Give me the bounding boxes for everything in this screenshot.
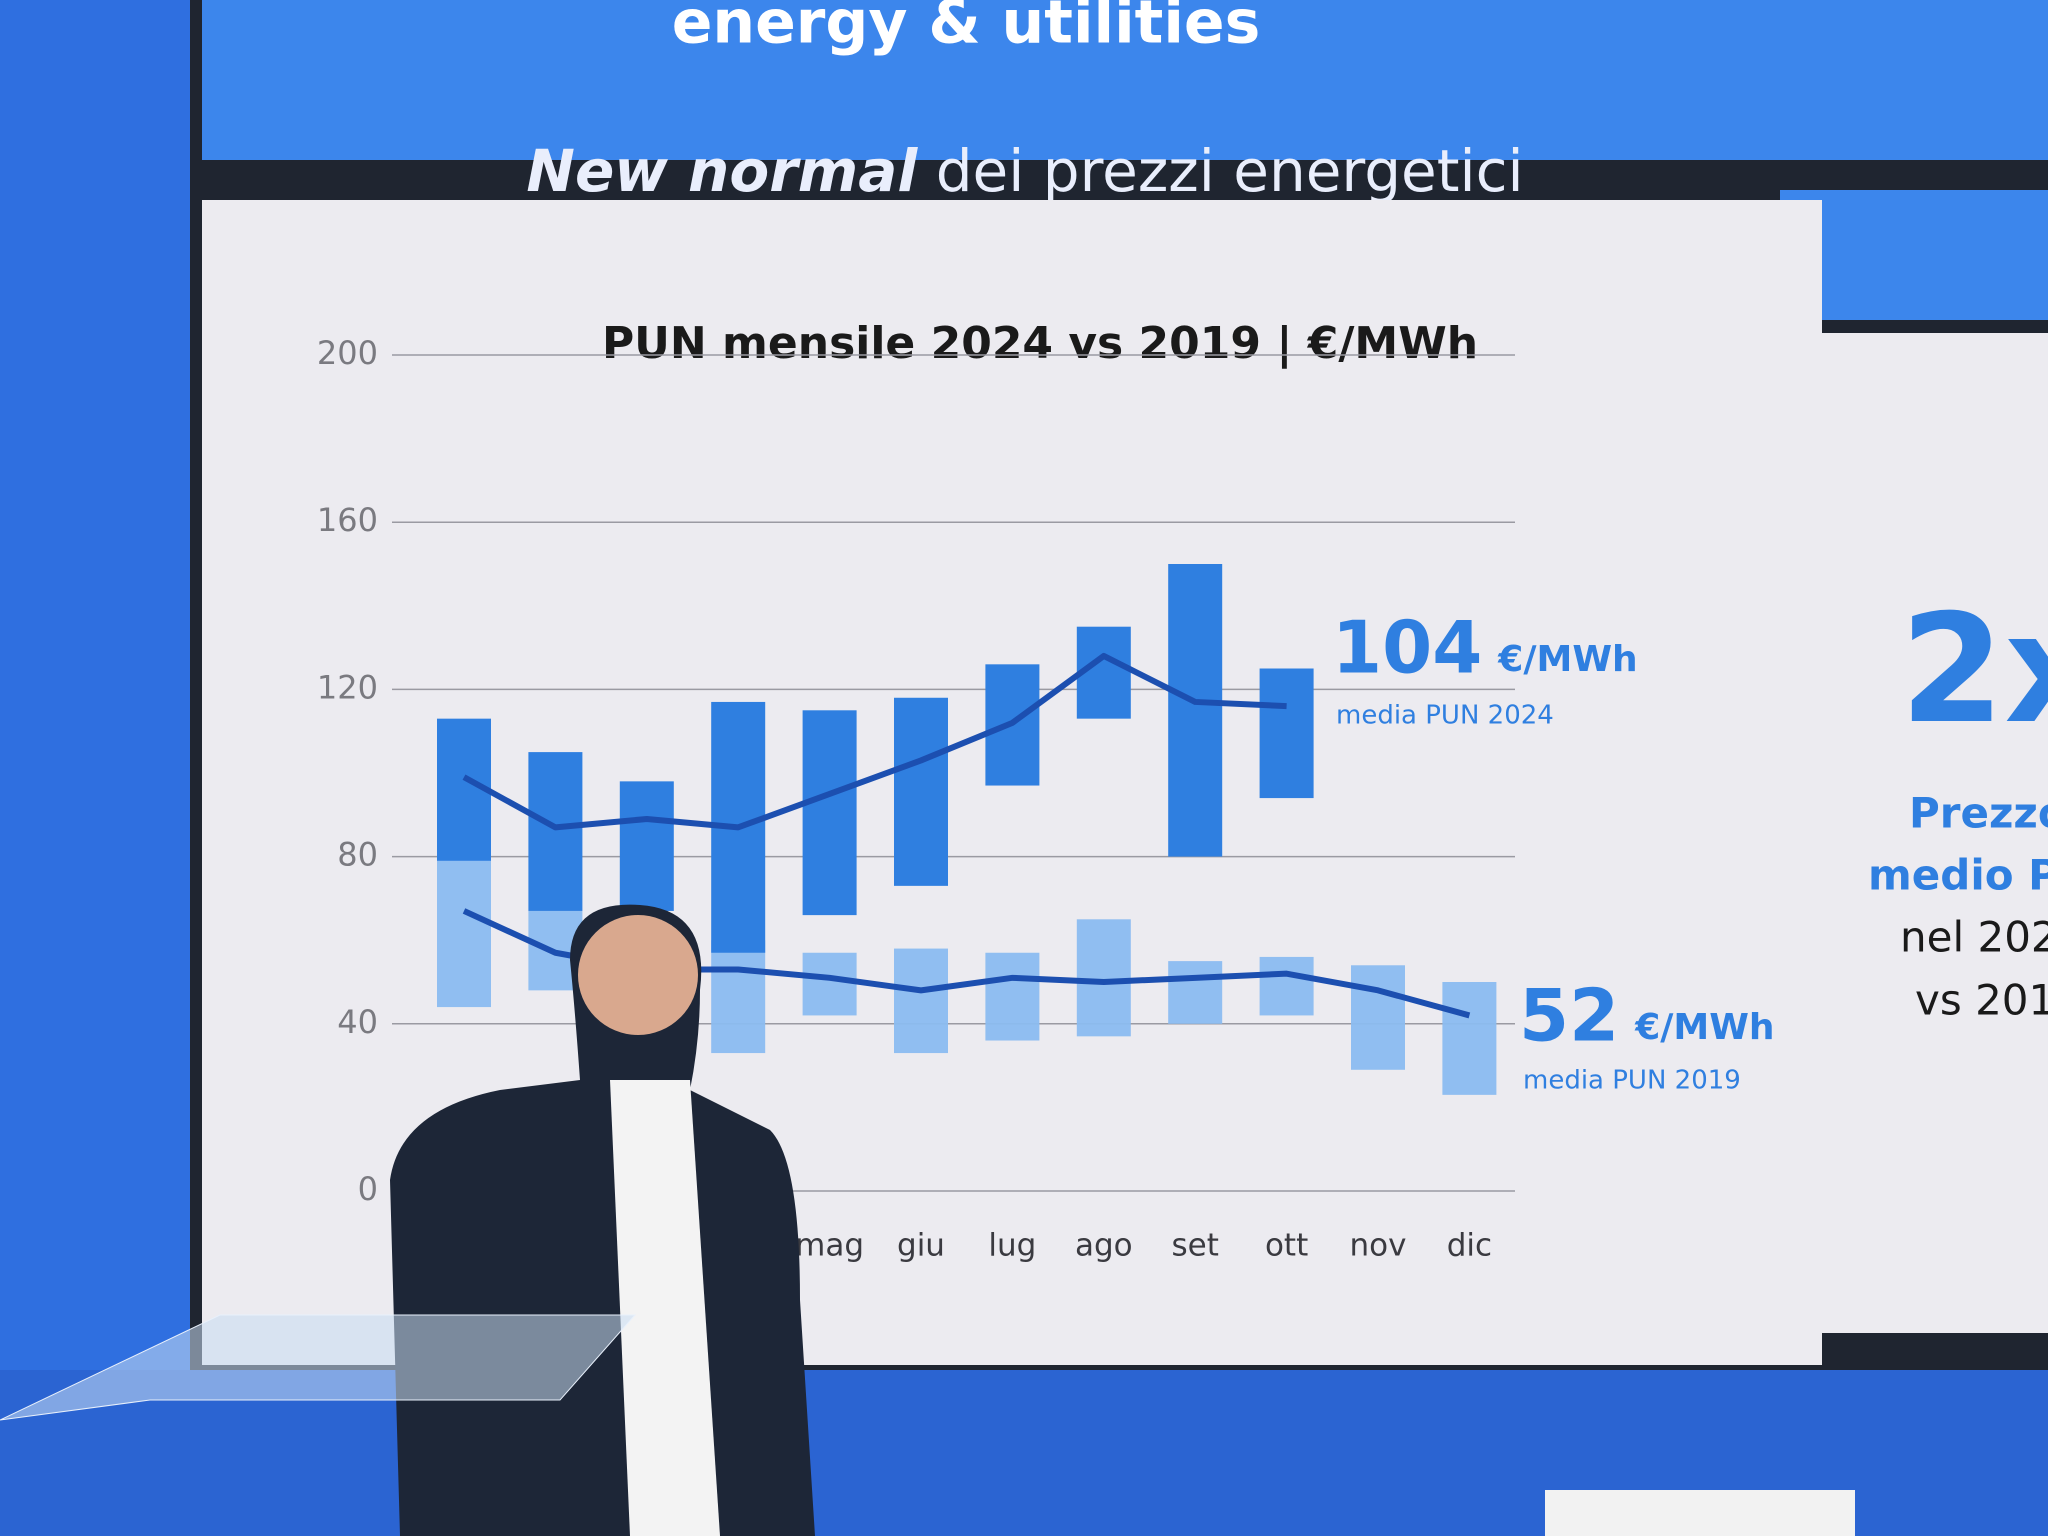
side-line: vs 2019 (1915, 976, 2048, 1025)
range-bar (619, 781, 674, 911)
side-header (1780, 190, 2048, 320)
x-tick-label: set (1172, 1228, 1219, 1264)
range-bar (802, 710, 857, 916)
lectern (0, 1314, 637, 1421)
slide-header: New normal dei prezzi energetici (526, 137, 1523, 205)
x-tick-label: dic (1447, 1228, 1492, 1264)
annotation-text: media PUN 2019 (1523, 1066, 1741, 1096)
range-bar (1259, 956, 1314, 1016)
annotation-value: 104 (1332, 606, 1482, 690)
annotation-unit: €/MWh (1497, 639, 1637, 680)
top-text: energy & utilities (672, 0, 1261, 58)
range-bar (711, 940, 766, 1054)
chart-title: PUN mensile 2024 vs 2019 | €/MWh (602, 318, 1478, 369)
range-bar (1168, 961, 1223, 1024)
side-line: Prezzo (1909, 789, 2048, 838)
chair (1545, 1490, 1855, 1536)
header-emphasis: New normal (526, 137, 918, 205)
annotation-unit: €/MWh (1634, 1007, 1774, 1048)
range-bar (1442, 982, 1497, 1095)
annotation-text: media PUN 2024 (1336, 701, 1554, 731)
range-bar (1168, 564, 1223, 857)
side-line: nel 202 (1900, 913, 2048, 962)
x-tick-label: lug (988, 1228, 1036, 1264)
range-bar (985, 952, 1040, 1041)
range-bar (894, 948, 948, 1054)
y-tick-label: 80 (337, 836, 378, 874)
foreground (0, 904, 2048, 1536)
x-tick-label: ago (1075, 1228, 1133, 1264)
x-tick-label: nov (1350, 1228, 1407, 1264)
x-tick-label: ott (1265, 1228, 1308, 1264)
side-line: medio PU (1868, 851, 2048, 900)
shirt (610, 1080, 720, 1536)
y-tick-label: 200 (317, 334, 378, 372)
annotation-value: 52 (1519, 974, 1619, 1058)
y-tick-label: 160 (317, 501, 378, 539)
range-bar (1259, 668, 1314, 799)
y-tick-label: 0 (358, 1170, 378, 1208)
head (578, 915, 698, 1035)
x-tick-label: giu (897, 1228, 945, 1264)
x-tick-label: mag (795, 1228, 864, 1264)
range-bar (1351, 965, 1405, 1070)
plot: 0 40 80 120 160 200 mag giu lug ago set ott nov dic 10… (317, 334, 1775, 1264)
range-bar (802, 952, 857, 1016)
average-line (462, 652, 1287, 831)
range-bar (1076, 919, 1131, 1037)
range-bar (528, 752, 583, 911)
side-big: 2x (1900, 583, 2048, 757)
range-bar (894, 697, 948, 886)
range-bar (437, 848, 491, 1008)
y-tick-label: 40 (337, 1003, 378, 1041)
side-panel (1776, 333, 2048, 1333)
header-band (202, 0, 2048, 160)
header-rest: dei prezzi energetici (917, 137, 1523, 205)
y-tick-label: 120 (317, 668, 378, 706)
